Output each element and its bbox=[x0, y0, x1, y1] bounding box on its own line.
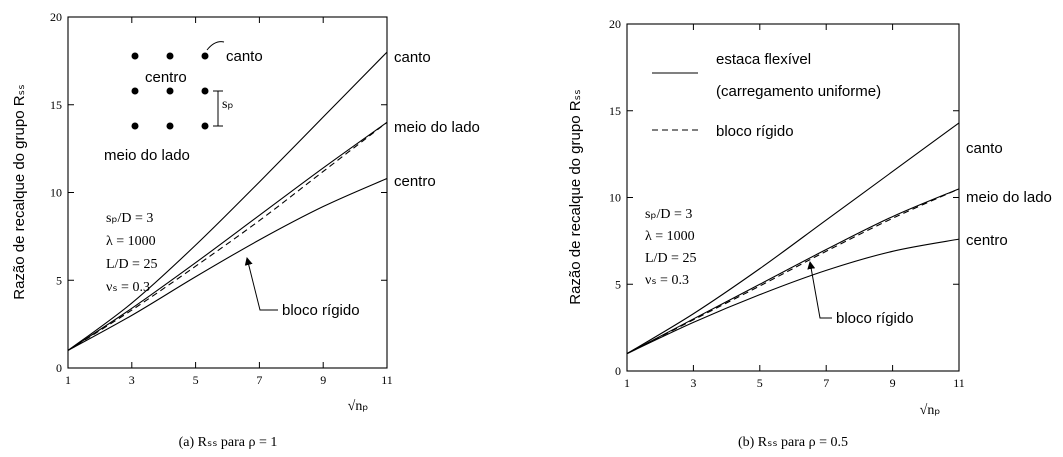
x-axis-label-b: √nₚ bbox=[920, 403, 941, 418]
param-nu-b: νₛ = 0.3 bbox=[645, 273, 689, 288]
ticks-a: 1 3 5 7 9 11 0 5 10 15 20 bbox=[50, 10, 393, 387]
y-axis-label-a: Razão de recalque do grupo Rₛₛ bbox=[11, 84, 28, 300]
inset-label-spacing: sₚ bbox=[222, 97, 233, 112]
series-line-bloco-rigido-dashed bbox=[626, 188, 960, 355]
param-lambda-a: λ = 1000 bbox=[106, 234, 156, 249]
series-line-canto bbox=[67, 51, 388, 351]
ticks-b: 1 3 5 7 9 11 0 5 10 15 20 bbox=[609, 17, 965, 390]
caption-b: (b) Rₛₛ para ρ = 0.5 bbox=[738, 435, 848, 450]
series-line-meio-do-lado bbox=[626, 188, 960, 355]
series-label-centro-b: centro bbox=[966, 232, 1008, 249]
series-label-canto-a: canto bbox=[394, 49, 431, 66]
y-tick-label: 10 bbox=[50, 186, 62, 200]
x-tick-label: 9 bbox=[890, 376, 896, 390]
x-tick-label: 3 bbox=[129, 373, 135, 387]
bloco-rigido-arrow-a bbox=[244, 257, 278, 311]
bloco-rigido-label-a: bloco rígido bbox=[282, 302, 360, 319]
param-nu-a: νₛ = 0.3 bbox=[106, 280, 150, 295]
y-axis-label-b: Razão de recalque do grupo Rₛₛ bbox=[567, 89, 584, 305]
x-tick-label: 5 bbox=[757, 376, 763, 390]
series-label-meio-a: meio do lado bbox=[394, 119, 480, 136]
x-tick-label: 3 bbox=[690, 376, 696, 390]
x-tick-label: 7 bbox=[823, 376, 829, 390]
param-spacing-a: sₚ/D = 3 bbox=[106, 211, 153, 226]
bloco-rigido-arrow-b bbox=[807, 261, 832, 319]
x-tick-label: 7 bbox=[256, 373, 262, 387]
x-tick-label: 5 bbox=[193, 373, 199, 387]
x-tick-label: 11 bbox=[953, 376, 965, 390]
x-tick-label: 1 bbox=[65, 373, 71, 387]
legend-label-dashed: bloco rígido bbox=[716, 123, 794, 140]
x-tick-label: 9 bbox=[320, 373, 326, 387]
inset-label-canto: canto bbox=[226, 48, 263, 65]
y-tick-label: 15 bbox=[609, 104, 621, 118]
series-line-centro bbox=[67, 177, 388, 351]
series-line-bloco-rigido-dashed bbox=[67, 121, 388, 351]
param-ld-b: L/D = 25 bbox=[645, 251, 696, 266]
chart-panel-b: 1 3 5 7 9 11 0 5 10 15 20 Razão de recalque do gru… bbox=[567, 17, 1052, 450]
y-tick-label: 10 bbox=[609, 191, 621, 205]
series-label-canto-b: canto bbox=[966, 140, 1003, 157]
y-tick-label: 5 bbox=[56, 273, 62, 287]
series-label-centro-a: centro bbox=[394, 173, 436, 190]
y-tick-label: 15 bbox=[50, 98, 62, 112]
inset-label-centro: centro bbox=[145, 69, 187, 86]
y-tick-label: 20 bbox=[50, 10, 62, 24]
x-tick-label: 11 bbox=[381, 373, 393, 387]
param-lambda-b: λ = 1000 bbox=[645, 229, 695, 244]
param-ld-a: L/D = 25 bbox=[106, 257, 157, 272]
bloco-rigido-label-b: bloco rígido bbox=[836, 310, 914, 327]
series-label-meio-b: meio do lado bbox=[966, 189, 1052, 206]
curves-a bbox=[67, 51, 388, 351]
series-line-meio-do-lado bbox=[67, 121, 388, 351]
caption-a: (a) Rₛₛ para ρ = 1 bbox=[179, 435, 278, 450]
chart-panel-a: 1 3 5 7 9 11 0 5 10 15 20 Razão de recalque do gru… bbox=[11, 10, 480, 450]
y-tick-label: 0 bbox=[615, 364, 621, 378]
param-spacing-b: sₚ/D = 3 bbox=[645, 207, 692, 222]
legend-label-solid-2: (carregamento uniforme) bbox=[716, 83, 881, 100]
x-axis-label-a: √nₚ bbox=[348, 399, 369, 414]
inset-label-meio: meio do lado bbox=[104, 147, 190, 164]
curves-b bbox=[626, 122, 960, 355]
y-tick-label: 20 bbox=[609, 17, 621, 31]
x-tick-label: 1 bbox=[624, 376, 630, 390]
pile-group-inset bbox=[131, 41, 225, 130]
y-tick-label: 0 bbox=[56, 361, 62, 375]
series-line-canto bbox=[626, 122, 960, 355]
y-tick-label: 5 bbox=[615, 277, 621, 291]
legend-label-solid: estaca flexível bbox=[716, 51, 811, 68]
series-line-centro bbox=[626, 238, 960, 355]
